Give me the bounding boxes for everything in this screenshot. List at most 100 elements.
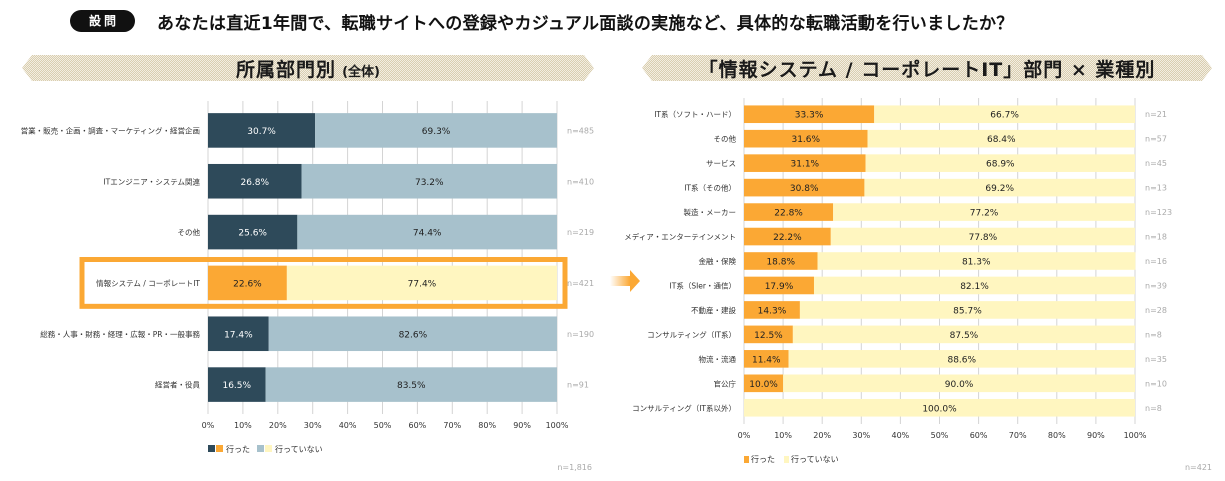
legend-swatch-not-went-blue <box>257 445 264 452</box>
category-label: 経営者・役員 <box>155 380 200 390</box>
right-stacked-bar-chart: 0% 10% 20% 30% 40% 50% 60% 70% 80% 90% 100% IT系（ソフト… <box>624 98 1212 472</box>
bar-not-went <box>301 163 557 199</box>
x-tick-label: 80% <box>1048 431 1066 440</box>
bar-not-went <box>268 316 557 352</box>
sample-size-label: n=219 <box>567 228 594 237</box>
value-label-went: 22.6% <box>233 279 262 289</box>
sample-size-label: n=35 <box>1145 355 1167 364</box>
category-label: ITエンジニア・システム関連 <box>103 176 200 186</box>
x-tick-label: 20% <box>813 431 831 440</box>
sample-size-label: n=39 <box>1145 281 1167 290</box>
sample-size-label: n=13 <box>1145 184 1167 193</box>
value-label-not-went: 66.7% <box>990 111 1019 121</box>
category-label: コンサルティング（IT系以外） <box>632 403 736 413</box>
x-tick-label: 20% <box>269 421 287 430</box>
value-label-not-went: 73.2% <box>415 178 444 188</box>
value-label-went: 17.9% <box>765 282 794 292</box>
bar-not-went <box>788 350 1135 368</box>
bar-went <box>744 301 800 319</box>
total-sample-size: n=421 <box>1185 463 1212 472</box>
bar-went <box>208 113 316 148</box>
value-label-not-went: 88.6% <box>947 355 976 365</box>
sample-size-label: n=45 <box>1145 159 1167 168</box>
bar-went <box>744 154 866 172</box>
sample-size-label: n=485 <box>567 126 594 135</box>
value-label-not-went: 77.4% <box>408 279 437 289</box>
value-label-not-went: 87.5% <box>950 331 979 341</box>
total-sample-size: n=1,816 <box>557 463 592 472</box>
value-label-went: 17.4% <box>224 330 253 340</box>
sample-size-label: n=21 <box>1145 110 1167 119</box>
x-tick-label: 10% <box>234 421 252 430</box>
bar-not-went <box>315 113 557 148</box>
value-label-went: 14.3% <box>758 306 787 316</box>
legend-swatch-went-orange <box>216 445 223 452</box>
x-tick-label: 80% <box>478 421 496 430</box>
bar-went <box>744 325 793 344</box>
value-label-not-went: 82.1% <box>960 282 989 292</box>
bar-went <box>744 227 831 246</box>
x-tick-label: 10% <box>774 431 792 440</box>
x-tick-label: 60% <box>409 421 427 430</box>
bar-not-went <box>744 398 1135 417</box>
bar-not-went <box>265 367 557 402</box>
value-label-not-went: 100.0% <box>922 404 957 414</box>
x-tick-label: 70% <box>1009 431 1027 440</box>
value-label-went: 18.8% <box>766 258 795 268</box>
bar-went <box>744 252 818 270</box>
sample-size-label: n=18 <box>1145 233 1167 242</box>
sample-size-label: n=123 <box>1145 208 1172 217</box>
x-tick-label: 60% <box>970 431 988 440</box>
category-label: IT系（ソフト・ハード） <box>654 109 736 119</box>
bar-not-went <box>813 276 1135 295</box>
category-label: IT系（その他） <box>684 183 736 193</box>
question-text: あなたは直近1年間で、転職サイトへの登録やカジュアル面談の実施など、具体的な転職… <box>157 13 1014 34</box>
bar-not-went <box>864 178 1135 197</box>
value-label-went: 25.6% <box>238 229 267 239</box>
bar-went <box>208 316 269 352</box>
legend-swatch-not-went <box>784 456 789 463</box>
bar-not-went <box>783 374 1135 393</box>
bar-not-went <box>817 252 1136 270</box>
category-label: 物流・流通 <box>699 354 737 364</box>
x-tick-label: 30% <box>304 421 322 430</box>
category-label: 製造・メーカー <box>684 207 737 217</box>
category-label: 官公庁 <box>714 378 737 388</box>
value-label-not-went: 77.8% <box>969 233 998 243</box>
bar-not-went <box>297 214 557 250</box>
bar-went <box>744 350 789 368</box>
left-chart-banner: 所属部門別 (全体) <box>22 55 594 81</box>
highlight-box <box>79 257 568 309</box>
bar-went <box>208 265 287 301</box>
category-label: コンサルティング（IT系） <box>647 329 736 339</box>
category-label: IT系（SIer・通信） <box>670 280 736 290</box>
banner-background <box>642 55 1212 81</box>
x-tick-label: 100% <box>546 421 569 430</box>
sample-size-label: n=91 <box>567 381 589 390</box>
value-label-not-went: 69.3% <box>422 127 451 137</box>
right-chart-banner: 「情報システム / コーポレートIT」部門 × 業種別 <box>642 55 1212 81</box>
x-tick-label: 40% <box>339 421 357 430</box>
bar-went <box>744 129 868 148</box>
value-label-went: 26.8% <box>240 178 269 188</box>
bar-went <box>744 374 784 393</box>
category-label: 総務・人事・財務・経理・広報・PR・一般事務 <box>40 329 200 339</box>
legend-swatch-went <box>744 456 749 463</box>
sample-size-label: n=421 <box>567 279 594 288</box>
value-label-went: 30.7% <box>247 127 276 137</box>
bar-went <box>744 178 865 197</box>
sample-size-label: n=10 <box>1145 379 1167 388</box>
sample-size-label: n=16 <box>1145 257 1167 266</box>
x-tick-label: 50% <box>374 421 392 430</box>
value-label-not-went: 85.7% <box>953 306 982 316</box>
category-label: 営業・販売・企画・調査・マーケティング・経営企画 <box>21 125 200 135</box>
value-label-not-went: 74.4% <box>413 229 442 239</box>
bar-not-went <box>286 265 557 301</box>
left-stacked-bar-chart: 0% 10% 20% 30% 40% 50% 60% 70% 80% 90% 100% 営業・販売・企… <box>21 101 594 472</box>
category-label: その他 <box>178 227 201 237</box>
value-label-went: 31.1% <box>791 160 820 170</box>
value-label-went: 12.5% <box>754 331 783 341</box>
legend-label-not-went: 行っていない <box>791 454 839 464</box>
value-label-not-went: 69.2% <box>985 184 1014 194</box>
question-header: 設問 あなたは直近1年間で、転職サイトへの登録やカジュアル面談の実施など、具体的… <box>70 6 1014 36</box>
